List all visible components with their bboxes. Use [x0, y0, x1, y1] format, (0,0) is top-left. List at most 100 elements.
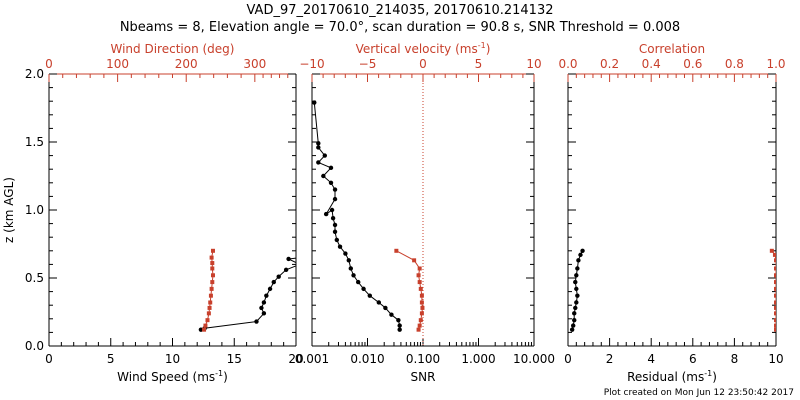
data-point [396, 317, 401, 323]
top-axis-label: Correlation [639, 42, 705, 56]
data-point-square [774, 286, 776, 291]
y-tick-label: 1.0 [25, 203, 44, 217]
x-axis-label: Wind Speed (ms-1) [117, 369, 228, 384]
x-axis-label-superscript: -1 [215, 369, 223, 378]
data-point [343, 251, 348, 256]
panel-snr-vertical-velocity: 0.001 0.010 0.100 1.000 10.000 SNR −10 −5 0 5 10 Ve… [295, 41, 555, 384]
data-point [356, 279, 361, 285]
top-axis-label-text: Correlation [639, 42, 705, 56]
data-point [198, 327, 204, 332]
top-tick-label: 0 [45, 57, 53, 71]
y-tick-label: 0.5 [25, 271, 44, 285]
data-point-square [207, 305, 212, 310]
data-point [573, 279, 578, 285]
data-point-square [203, 323, 208, 328]
data-point [361, 286, 366, 292]
x-axis-label-text: SNR [411, 370, 436, 384]
data-point [367, 293, 372, 298]
top-tick-label: 5 [475, 57, 483, 71]
data-point [312, 100, 317, 105]
x-axis-label-superscript: -1 [704, 369, 712, 378]
data-point [572, 317, 577, 323]
top-tick-label: 0.0 [558, 57, 577, 71]
top-tick-label: 1.0 [766, 57, 785, 71]
x-axis-label-close: ) [712, 370, 717, 384]
data-point [332, 229, 338, 234]
data-point-square [418, 318, 423, 323]
x-tick-label: 20 [288, 352, 303, 366]
data-point [329, 207, 335, 213]
top-tick-label: 0 [419, 57, 427, 71]
data-point [332, 187, 338, 192]
top-tick-label: 0.4 [642, 57, 661, 71]
x-tick-label: 10.000 [513, 352, 555, 366]
data-point [321, 173, 326, 179]
data-point [389, 312, 394, 317]
top-axis-label-superscript: -1 [478, 41, 486, 50]
data-point [316, 141, 321, 146]
data-point-square [208, 300, 213, 305]
data-point-square [774, 258, 776, 263]
data-point [328, 180, 334, 185]
data-point-square [418, 286, 423, 291]
data-point [328, 165, 334, 171]
data-point-square [774, 318, 776, 323]
data-point [322, 153, 327, 158]
data-point [348, 266, 353, 271]
x-axis-label: SNR [411, 370, 436, 384]
data-point-square [208, 293, 213, 298]
data-point-square [210, 261, 215, 266]
data-point [574, 300, 579, 305]
y-tick-label: 1.5 [25, 135, 44, 149]
data-point [572, 311, 577, 316]
data-point [397, 323, 402, 328]
data-point-square [774, 293, 776, 298]
x-tick-label: 0 [45, 352, 53, 366]
data-point-square [394, 248, 399, 253]
top-tick-label: 200 [175, 57, 198, 71]
data-point [397, 327, 402, 332]
x-tick-label: 5 [107, 352, 115, 366]
series-line [396, 250, 423, 330]
data-point [316, 145, 321, 150]
data-point-square [417, 266, 422, 271]
chart-title: VAD_97_20170610_214035, 20170610.214132 [246, 3, 554, 18]
data-point [346, 258, 351, 263]
x-tick-label: 10 [165, 352, 180, 366]
data-point-square [774, 305, 776, 310]
x-tick-label: 8 [731, 352, 739, 366]
data-point [337, 244, 343, 249]
data-point [574, 273, 579, 278]
data-point-square [772, 252, 776, 257]
data-point [264, 293, 269, 298]
top-tick-label: 100 [106, 57, 129, 71]
data-point-square [419, 311, 424, 316]
y-tick-label: 0.0 [25, 339, 44, 353]
x-tick-label: 2 [606, 352, 614, 366]
data-point [316, 160, 321, 165]
data-point [376, 300, 382, 305]
data-point [254, 319, 259, 324]
data-point [298, 262, 302, 266]
x-tick-label: 6 [689, 352, 697, 366]
data-point [286, 256, 291, 262]
data-point [571, 323, 576, 328]
data-point [332, 196, 338, 202]
data-point [351, 273, 356, 278]
data-point-square [412, 258, 417, 263]
y-tick-label: 2.0 [25, 67, 44, 81]
plot-area [569, 248, 776, 332]
data-point-square [419, 293, 424, 298]
data-point [575, 266, 580, 271]
data-point [578, 252, 583, 258]
data-point-square [417, 280, 422, 285]
panel-residual-correlation: 0 2 4 6 8 10 Residual (ms-1) 0.0 0.2 0.4 0.6 0.8 1.0… [558, 42, 785, 384]
data-point-square [209, 286, 214, 291]
data-point-square [774, 273, 776, 278]
data-point [573, 305, 578, 311]
x-tick-label: 1.000 [461, 352, 495, 366]
data-point [276, 274, 281, 279]
plot-area [198, 248, 302, 332]
data-point [576, 258, 581, 263]
